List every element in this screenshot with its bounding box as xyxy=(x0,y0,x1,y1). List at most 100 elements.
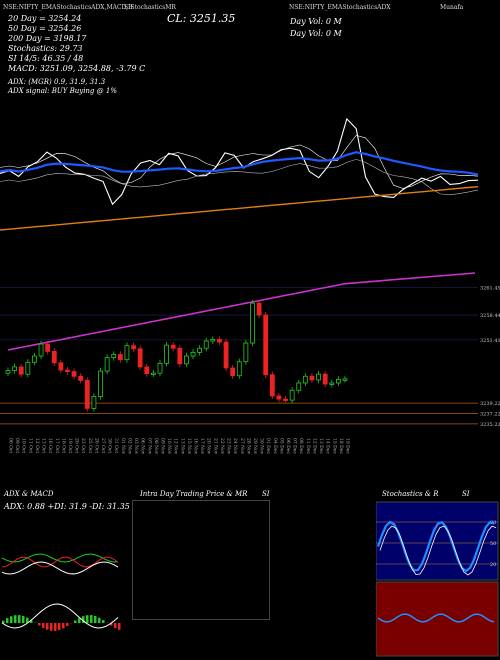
date-label: 12 Nov xyxy=(173,438,179,455)
date-label: 19 Dec xyxy=(345,438,351,454)
candle-body xyxy=(243,342,249,363)
date-label: 18 Dec xyxy=(338,438,344,454)
date-label: 07 Dec xyxy=(292,438,298,454)
date-label: 20 Oct xyxy=(74,438,80,453)
macd-bar xyxy=(66,623,69,626)
level-label: 3239.22 xyxy=(480,401,500,407)
date-label: 25 Oct xyxy=(87,438,93,453)
candle-body xyxy=(98,370,103,397)
candle-body xyxy=(157,362,163,374)
date-label: 28 Nov xyxy=(245,438,251,455)
ema50-line xyxy=(0,159,479,196)
candle-body xyxy=(65,369,70,372)
plus-di-line xyxy=(1,553,119,563)
candle-body xyxy=(223,341,229,369)
date-label: 16 Oct xyxy=(47,438,53,453)
stoch-si: SI xyxy=(462,490,470,498)
macd-bar xyxy=(82,616,85,623)
candle-body xyxy=(250,302,255,344)
level-label: 3235.22 xyxy=(480,422,500,428)
candle-body xyxy=(276,395,282,400)
candle-body xyxy=(316,373,321,381)
date-label: 02 Nov xyxy=(126,438,132,455)
candle-body xyxy=(124,345,130,361)
macd-bar xyxy=(50,623,53,631)
header-left: NSE:NIFTY_EMAStochasticsADX,MACD,B xyxy=(3,4,133,11)
macd-bar xyxy=(114,623,117,629)
macd-bar xyxy=(54,623,57,631)
macd-bar xyxy=(30,619,33,623)
macd-bar xyxy=(38,623,41,626)
date-label: 30 Nov xyxy=(259,438,265,455)
candle-body xyxy=(111,354,117,358)
candle-body xyxy=(263,314,269,376)
date-label: 12 Dec xyxy=(311,438,317,454)
date-label: 15 Nov xyxy=(186,438,192,455)
date-label: 10 Oct xyxy=(21,438,27,453)
candle-body xyxy=(12,366,18,371)
candle-body xyxy=(256,302,262,316)
level-label: 3251.41 xyxy=(480,338,500,344)
candle-body xyxy=(269,374,275,397)
candle-body xyxy=(51,350,57,364)
stoch-panel-title: Stochastics & R xyxy=(382,490,439,498)
candle-body xyxy=(84,380,90,409)
candle-body xyxy=(18,366,24,375)
date-label: 01 Nov xyxy=(120,438,126,455)
macd-bar xyxy=(14,615,17,623)
top-header: NSE:NIFTY_EMAStochasticsADX,MACD,B SISto… xyxy=(0,0,500,14)
macd-bar xyxy=(58,623,61,631)
candle-body xyxy=(329,382,335,385)
date-label: 06 Oct xyxy=(8,438,14,453)
intraday-panel-title: Intra Day Trading Price & MR xyxy=(140,490,248,498)
date-label: 30 Oct xyxy=(107,438,113,453)
candle-body xyxy=(71,371,77,377)
macd-bar xyxy=(118,623,121,630)
candle-body xyxy=(302,375,308,384)
candle-body xyxy=(137,348,143,368)
stoch-bg xyxy=(376,501,499,581)
candle-body xyxy=(38,343,44,357)
header-right: NSE:NIFTY_EMAStochasticsADX xyxy=(289,4,391,11)
candle-body xyxy=(170,344,176,349)
adx-macd-panel xyxy=(0,532,125,655)
macd-bar xyxy=(102,620,105,623)
adx-bg xyxy=(0,532,125,580)
date-label: 24 Nov xyxy=(232,438,238,455)
candle-body xyxy=(230,367,236,377)
date-label: 08 Dec xyxy=(298,438,304,454)
date-label: 05 Dec xyxy=(278,438,284,454)
adx-signal: ADX signal: BUY Buying @ 1% xyxy=(8,87,117,95)
macd-bar xyxy=(22,615,25,623)
candle-body xyxy=(309,375,315,381)
level-label: 3258.44 xyxy=(480,313,500,319)
macd-bar xyxy=(26,617,29,623)
intraday-panel xyxy=(132,500,270,620)
macd-bar xyxy=(62,623,65,629)
date-label: 01 Dec xyxy=(265,438,271,454)
date-label: 26 Oct xyxy=(93,438,99,453)
candle-body xyxy=(322,373,328,385)
stoch-text: Stochastics: 29.73 xyxy=(8,44,83,53)
date-label: 09 Oct xyxy=(14,438,20,453)
adx-summary: ADX: (MGR) 0.9, 31.9, 31.3 ADX signal: B… xyxy=(8,78,308,96)
adx-text: ADX: (MGR) 0.9, 31.9, 31.3 xyxy=(8,78,106,86)
date-label: 11 Oct xyxy=(27,438,33,453)
minus-di-line xyxy=(1,556,119,568)
candle-body xyxy=(197,347,203,353)
date-label: 22 Nov xyxy=(219,438,225,455)
candle-body xyxy=(184,355,189,365)
macd-text: MACD: 3251.09, 3254.88, -3.79 C xyxy=(8,64,146,73)
stoch-d-line xyxy=(379,525,497,576)
date-label: 13 Nov xyxy=(179,438,185,455)
date-label: 23 Oct xyxy=(80,438,86,453)
stats-block: 20 Day = 3254.24 50 Day = 3254.26 200 Da… xyxy=(8,14,248,74)
ema20-text: 20 Day = 3254.24 xyxy=(8,14,82,23)
date-label: 12 Oct xyxy=(34,438,40,453)
date-label: 08 Nov xyxy=(153,438,159,455)
candle-body xyxy=(45,343,51,352)
volume-block: Day Vol: 0 M Day Vol: 0 M xyxy=(290,16,342,40)
prev-volume: Day Vol: 0 M xyxy=(290,29,342,38)
rsi-bg xyxy=(376,581,499,657)
candle-body xyxy=(342,378,348,381)
